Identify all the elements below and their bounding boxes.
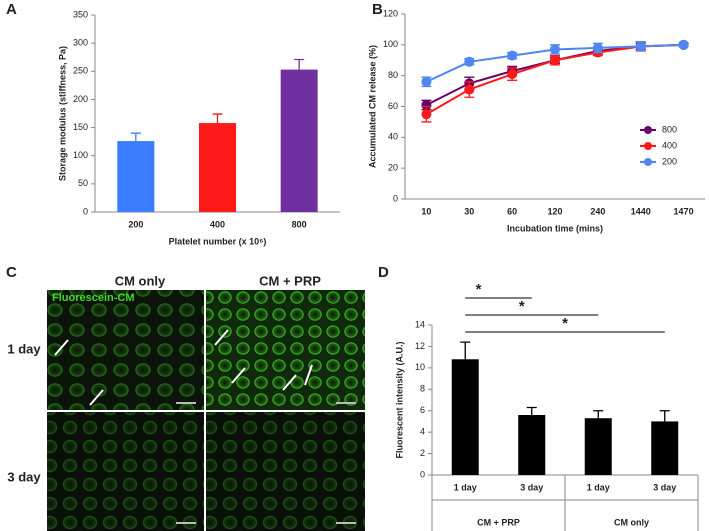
legend-label: 800 xyxy=(662,124,677,134)
y-tick-label: 200 xyxy=(73,94,88,104)
significance-label: * xyxy=(562,315,568,332)
scale-bars xyxy=(176,402,356,524)
stain-label: Fluorescein-CM xyxy=(52,292,135,304)
y-axis-title: Storage modulus (stiffness, Pa) xyxy=(57,46,67,181)
bar xyxy=(651,421,679,475)
point xyxy=(550,44,560,55)
y-tick-label: 350 xyxy=(73,9,88,19)
x-tick-label: 3 day xyxy=(520,482,543,492)
y-tick-label: 150 xyxy=(73,122,88,132)
x-tick-label: 60 xyxy=(507,206,517,216)
point xyxy=(507,50,518,61)
arrows xyxy=(54,329,313,406)
bar xyxy=(584,418,612,475)
point xyxy=(464,56,475,67)
error-bar xyxy=(526,406,537,415)
micrograph xyxy=(47,290,204,410)
y-tick-label: 40 xyxy=(388,132,398,142)
y-tick-label: 250 xyxy=(73,66,88,76)
y-tick-label: 0 xyxy=(83,206,88,216)
x-tick-label: 400 xyxy=(210,219,225,229)
error-bar xyxy=(294,58,305,70)
legend-label: 400 xyxy=(662,140,677,150)
y-tick-label: 12 xyxy=(415,341,425,351)
bar xyxy=(518,415,546,475)
row-title: 1 day xyxy=(7,341,41,356)
point xyxy=(421,76,432,87)
x-tick-label: 10 xyxy=(421,206,431,216)
legend-label: 200 xyxy=(662,156,677,166)
significance-label: * xyxy=(476,281,482,298)
error-bar xyxy=(212,113,223,124)
point xyxy=(678,39,689,50)
x-tick-label: 200 xyxy=(128,219,143,229)
bar xyxy=(199,123,236,212)
micrograph xyxy=(206,412,365,531)
y-tick-label: 60 xyxy=(388,101,398,111)
point xyxy=(464,84,475,95)
legend-marker xyxy=(644,126,652,134)
y-tick-label: 100 xyxy=(73,150,88,160)
legend-marker xyxy=(644,142,652,150)
x-tick-label: 800 xyxy=(292,219,307,229)
micrograph-panel: CM only CM + PRP 1 day 3 day Fluorescein… xyxy=(7,273,365,531)
y-tick-label: 14 xyxy=(415,319,425,329)
y-tick-label: 4 xyxy=(420,427,425,437)
error-bar xyxy=(130,132,141,142)
x-tick-label: 1 day xyxy=(454,482,477,492)
bar xyxy=(280,69,318,213)
group-label: CM + PRP xyxy=(477,517,520,527)
error-bar xyxy=(659,410,670,422)
x-tick-label: 1440 xyxy=(631,206,651,216)
y-tick-label: 0 xyxy=(393,193,398,203)
x-axis-title: Incubation time (mins) xyxy=(507,223,603,233)
group-label: CM only xyxy=(614,517,649,527)
y-tick-label: 8 xyxy=(420,384,425,394)
y-tick-label: 80 xyxy=(388,70,398,80)
y-tick-label: 20 xyxy=(388,163,398,173)
y-tick-label: 6 xyxy=(420,405,425,415)
point xyxy=(421,109,432,120)
panel-label: C xyxy=(6,264,17,281)
panel-label: A xyxy=(6,1,17,18)
y-tick-label: 50 xyxy=(78,178,88,188)
panel-label: B xyxy=(372,1,383,18)
point xyxy=(635,41,646,52)
y-axis-title: Fluorescent intensity (A.U.) xyxy=(394,341,404,458)
column-title: CM + PRP xyxy=(259,273,321,288)
x-tick-label: 1470 xyxy=(674,206,694,216)
x-tick-label: 30 xyxy=(464,206,474,216)
point xyxy=(550,55,560,66)
y-tick-label: 100 xyxy=(383,39,398,49)
column-title: CM only xyxy=(115,273,166,288)
y-axis-title: Accumulated CM release (%) xyxy=(367,45,377,168)
bar xyxy=(451,359,479,475)
y-tick-label: 300 xyxy=(73,38,88,48)
error-bar xyxy=(460,341,471,360)
error-bar xyxy=(593,410,604,419)
x-axis-title: Platelet number (x 10⁶) xyxy=(169,236,267,246)
y-tick-label: 2 xyxy=(420,448,425,458)
x-tick-label: 120 xyxy=(547,206,562,216)
point xyxy=(421,99,432,110)
x-tick-label: 1 day xyxy=(587,482,610,492)
y-tick-label: 10 xyxy=(415,362,425,372)
y-tick-label: 0 xyxy=(420,469,425,479)
panel-label: D xyxy=(378,264,389,281)
micrograph xyxy=(47,412,204,531)
significance-label: * xyxy=(519,298,525,315)
y-tick-label: 120 xyxy=(383,8,398,18)
point xyxy=(592,42,603,53)
bar xyxy=(117,141,155,212)
legend-marker xyxy=(644,158,652,166)
row-title: 3 day xyxy=(7,469,41,484)
x-tick-label: 3 day xyxy=(653,482,676,492)
micrograph xyxy=(206,290,365,410)
point xyxy=(507,69,518,80)
x-tick-label: 240 xyxy=(590,206,605,216)
